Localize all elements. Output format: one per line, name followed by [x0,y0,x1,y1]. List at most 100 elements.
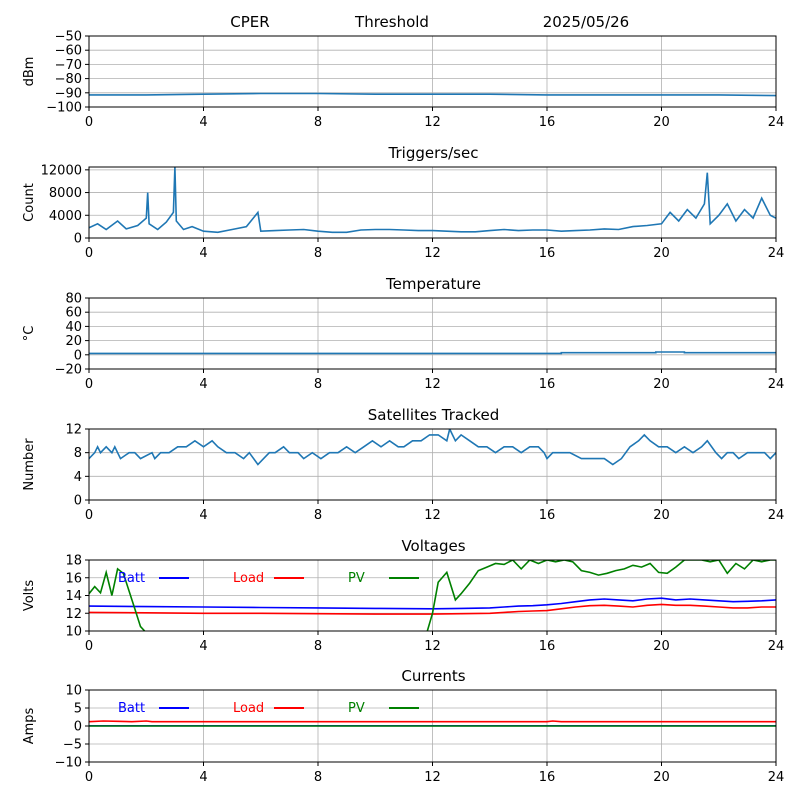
y-tick-label: 0 [74,232,82,247]
x-tick-label: 20 [653,246,670,261]
y-tick-label: 4 [74,470,82,485]
y-tick-label: 0 [74,494,82,509]
x-tick-label: 4 [199,508,207,523]
panel-triggers: 0 4 8 12 16 20 24 0 4000 8000 12000 Triggers/sec Cou… [22,144,784,261]
panel-title: Satellites Tracked [368,406,499,424]
legend-label-batt: Batt [118,701,145,716]
y-axis-label: Amps [22,707,37,744]
y-tick-label: 16 [65,571,82,586]
header-mode: Threshold [354,13,429,31]
legend-label-pv: PV [348,701,365,716]
y-tick-label: 0 [74,720,82,735]
header-date: 2025/05/26 [543,13,629,31]
y-tick-label: −50 [55,30,82,45]
y-tick-label: 12 [65,423,82,438]
x-tick-label: 24 [768,377,785,392]
legend-label-batt: Batt [118,571,145,586]
series-line-triggers-0 [89,167,776,234]
panel-title: Temperature [385,275,481,293]
x-tick-label: 12 [424,377,441,392]
series-line-batt [89,597,776,610]
y-tick-label: 10 [65,625,82,640]
y-axis-label: °C [22,326,37,342]
x-tick-label: 0 [85,115,93,130]
x-tick-label: 8 [314,508,322,523]
x-tick-label: 16 [539,246,556,261]
series-line-temperature-0 [89,351,776,355]
x-tick-label: 24 [768,246,785,261]
y-tick-label: 20 [65,334,82,349]
y-tick-label: 4000 [49,209,82,224]
x-tick-label: 8 [314,377,322,392]
y-tick-label: −100 [46,101,82,116]
y-tick-label: 14 [65,589,82,604]
y-tick-label: 8000 [49,186,82,201]
y-tick-label: 5 [74,702,82,717]
panel-title: Currents [401,667,465,685]
x-tick-label: 8 [314,639,322,654]
y-tick-label: 12000 [41,163,82,178]
panel-title: Voltages [401,537,465,555]
x-tick-label: 16 [539,508,556,523]
x-tick-label: 0 [85,246,93,261]
y-tick-label: 0 [74,348,82,363]
series-line-load [89,720,776,723]
x-tick-label: 24 [768,639,785,654]
y-tick-label: −5 [63,738,82,753]
series-line-threshold-0 [89,92,776,97]
x-tick-label: 4 [199,639,207,654]
legend-label-load: Load [233,571,264,586]
series-line-satellites-0 [89,429,776,466]
x-tick-label: 16 [539,639,556,654]
x-tick-label: 8 [314,770,322,785]
x-tick-label: 4 [199,246,207,261]
panel-title: Triggers/sec [388,144,479,162]
x-tick-label: 24 [768,508,785,523]
x-tick-label: 4 [199,770,207,785]
x-tick-label: 0 [85,639,93,654]
y-tick-label: 18 [65,554,82,569]
y-tick-label: 80 [65,292,82,307]
y-axis-label: Volts [22,580,37,612]
series-line-load [89,603,776,615]
y-tick-label: −60 [55,44,82,59]
x-tick-label: 0 [85,377,93,392]
x-tick-label: 20 [653,115,670,130]
panel-voltages: 0 4 8 12 16 20 24 10 12 14 16 18 Voltages Volts Batt Lo… [22,537,784,654]
x-tick-label: 24 [768,115,785,130]
x-tick-label: 8 [314,115,322,130]
y-tick-label: −70 [55,58,82,73]
y-axis-label: dBm [22,57,37,87]
x-tick-label: 24 [768,770,785,785]
x-tick-label: 20 [653,770,670,785]
y-tick-label: 8 [74,446,82,461]
x-tick-label: 4 [199,377,207,392]
x-tick-label: 0 [85,770,93,785]
y-tick-label: −20 [55,363,82,378]
x-tick-label: 16 [539,770,556,785]
x-tick-label: 8 [314,246,322,261]
x-tick-label: 20 [653,508,670,523]
x-tick-label: 4 [199,115,207,130]
y-tick-label: −90 [55,86,82,101]
x-tick-label: 16 [539,377,556,392]
x-tick-label: 12 [424,115,441,130]
y-axis-label: Number [22,438,37,491]
y-tick-label: 10 [65,684,82,699]
y-tick-label: 12 [65,607,82,622]
x-tick-label: 20 [653,639,670,654]
panel-satellites: 0 4 8 12 16 20 24 0 4 8 12 Satellites Tracked Number [22,406,784,523]
x-tick-label: 16 [539,115,556,130]
header-site: CPER [230,13,269,31]
x-tick-label: 0 [85,508,93,523]
x-tick-label: 12 [424,639,441,654]
x-tick-label: 20 [653,377,670,392]
y-tick-label: −80 [55,72,82,87]
y-tick-label: 40 [65,320,82,335]
y-axis-label: Count [22,183,37,222]
panel-threshold: 0 4 8 12 16 20 24 −50−60−70−80−90−100 dBm [22,30,784,131]
panel-currents: 0 4 8 12 16 20 24 10 5 0 −5 −10 Currents Amps Batt Load… [22,667,784,785]
